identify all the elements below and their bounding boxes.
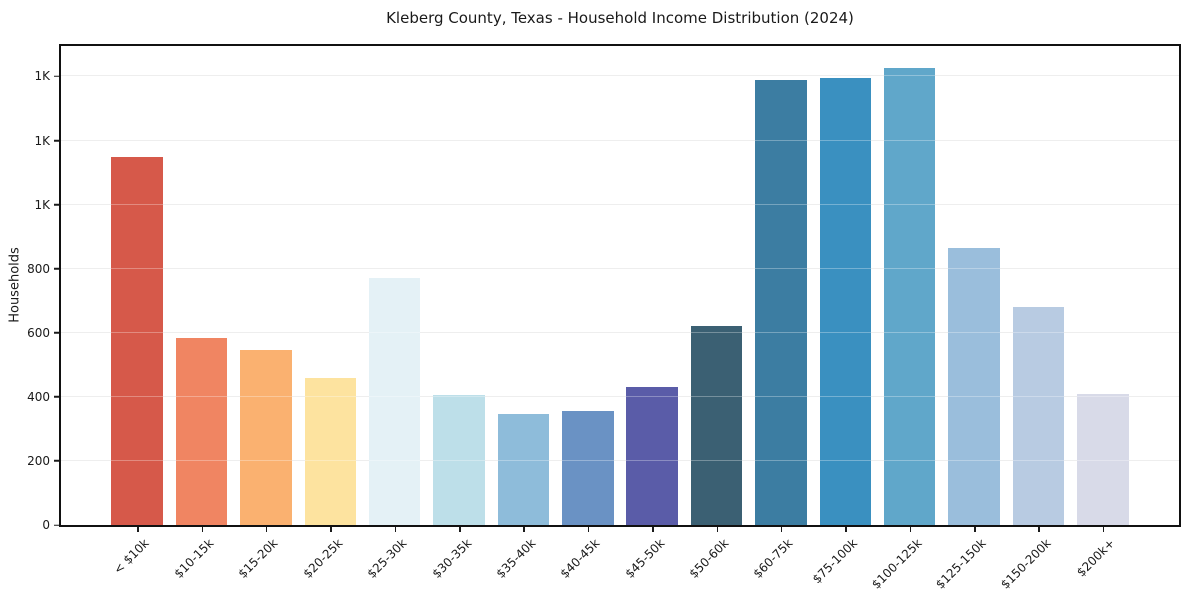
bar-slot: $20-25k: [298, 46, 362, 581]
bar-slot: $30-35k: [427, 46, 491, 581]
x-axis-tick: [137, 527, 139, 532]
x-tick-label: $30-35k: [429, 536, 474, 581]
x-axis-tick: [1038, 527, 1040, 532]
bar-slot: $125-150k: [933, 46, 1006, 590]
gridline: [61, 75, 1179, 77]
chart-title: Kleberg County, Texas - Household Income…: [386, 9, 854, 27]
y-axis-tick: [54, 524, 59, 526]
x-tick-label: $15-20k: [235, 536, 281, 581]
y-tick-label: 600: [27, 325, 50, 340]
x-tick-label: $125-150k: [933, 536, 989, 590]
x-tick-label: $100-125k: [868, 536, 925, 590]
bar-slot: $75-100k: [810, 46, 877, 586]
y-tick-label: 800: [27, 261, 50, 276]
x-axis-tick: [909, 527, 912, 532]
y-axis-label: Households: [7, 247, 23, 323]
bar-slot: $40-45k: [556, 46, 620, 581]
bar-30-35k: [433, 395, 485, 525]
x-axis-tick: [330, 527, 332, 532]
bar-150-200k: [1012, 307, 1065, 525]
bar-slot: $10-15k: [169, 46, 233, 581]
x-axis-tick: [780, 527, 783, 532]
bar-slot: $45-50k: [620, 46, 684, 581]
y-tick-label: 200: [27, 453, 50, 468]
y-axis-tick: [54, 332, 59, 334]
bars-container: < $10k $10-15k $15-20k $20-25k $25-30k $30-35…: [61, 46, 1179, 590]
bar-10k: [111, 156, 163, 525]
plot-area: < $10k $10-15k $15-20k $20-25k $25-30k $30-35…: [27, 44, 1181, 590]
bar-slot: $150-200k: [998, 46, 1070, 590]
y-axis-tick: [54, 75, 59, 78]
x-axis-tick: [459, 527, 461, 532]
x-axis-tick: [394, 527, 397, 532]
bar-25-30k: [368, 278, 421, 525]
y-axis-tick: [54, 460, 59, 462]
bar-slot: $200k+: [1071, 46, 1135, 580]
x-axis-tick: [201, 527, 204, 532]
bar-10-15k: [175, 337, 228, 525]
gridline: [61, 331, 1179, 333]
y-tick-label: 400: [27, 389, 50, 404]
gridline: [61, 395, 1179, 397]
x-tick-label: $25-30k: [364, 536, 410, 581]
bar-slot: < $10k: [105, 46, 169, 577]
bar-50-60k: [690, 326, 743, 525]
bar-45-50k: [626, 387, 678, 525]
bar-slot: $50-60k: [684, 46, 748, 581]
x-tick-label: $50-60k: [686, 536, 732, 581]
bar-125-150k: [948, 247, 1000, 525]
gridline: [61, 267, 1179, 269]
bar-100-125k: [883, 68, 936, 525]
x-axis-tick: [716, 527, 719, 532]
y-tick-label: 0: [42, 518, 50, 532]
bar-slot: $35-40k: [491, 46, 555, 581]
x-tick-label: $10-15k: [171, 536, 217, 581]
x-tick-label: $150-200k: [997, 536, 1054, 590]
y-axis-tick: [54, 139, 59, 142]
y-axis-tick: [54, 396, 59, 398]
x-tick-label: $20-25k: [300, 536, 346, 581]
x-tick-label: < $10k: [111, 536, 153, 577]
bar-40-45k: [562, 411, 614, 525]
y-tick-label: 1K: [34, 69, 50, 84]
x-tick-label: $75-100k: [809, 536, 861, 587]
bar-20-25k: [304, 377, 357, 525]
bar-slot: $60-75k: [749, 46, 813, 581]
gridline: [61, 139, 1179, 141]
bar-60-75k: [755, 79, 807, 525]
bar-slot: $25-30k: [363, 46, 427, 581]
gridline: [61, 203, 1179, 205]
bar-35-40k: [497, 414, 550, 525]
x-tick-label: $40-45k: [557, 536, 603, 581]
x-axis-tick: [974, 527, 976, 532]
x-tick-label: $35-40k: [493, 536, 539, 581]
bar-200k+: [1077, 393, 1129, 525]
x-axis-tick: [1102, 527, 1105, 532]
x-axis-tick: [652, 527, 654, 532]
x-tick-label: $200k+: [1074, 536, 1118, 580]
x-tick-label: $60-75k: [750, 536, 796, 581]
y-axis-tick: [54, 267, 59, 270]
gridline: [61, 459, 1179, 461]
x-axis-tick: [265, 527, 268, 532]
y-tick-label: 1K: [34, 133, 50, 148]
bar-15-20k: [240, 350, 292, 525]
x-axis-tick: [845, 527, 847, 532]
x-axis-tick: [523, 527, 525, 532]
bar-slot: $15-20k: [234, 46, 298, 581]
y-tick-label: 1K: [34, 197, 50, 212]
bar-slot: $100-125k: [869, 46, 942, 590]
y-axis-tick: [54, 203, 59, 206]
x-axis-tick: [587, 527, 590, 532]
x-tick-label: $45-50k: [622, 536, 668, 581]
bar-75-100k: [819, 78, 872, 525]
